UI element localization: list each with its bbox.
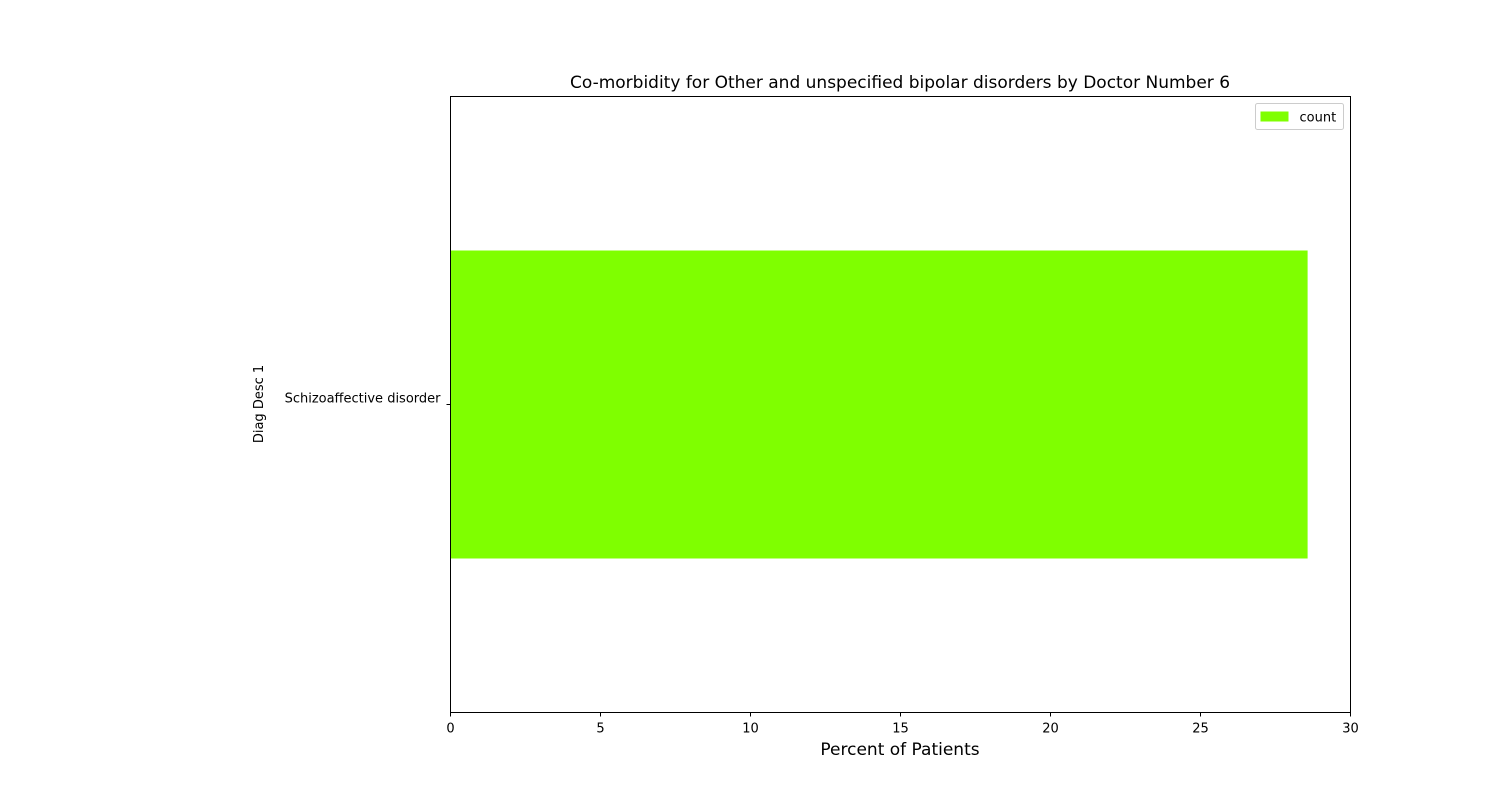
- chart-title: Co-morbidity for Other and unspecified b…: [570, 73, 1230, 93]
- y-axis-ticks: Schizoaffective disorder: [285, 392, 451, 407]
- x-tick-label: 25: [1192, 722, 1209, 737]
- y-tick-label: Schizoaffective disorder: [285, 392, 442, 407]
- bars: [450, 250, 1308, 559]
- x-tick-label: 10: [742, 722, 759, 737]
- plot-frame: [450, 96, 1351, 713]
- x-tick-label: 0: [446, 722, 454, 737]
- x-tick-label: 20: [1042, 722, 1059, 737]
- x-tick-label: 30: [1342, 722, 1359, 737]
- bar: [450, 250, 1308, 559]
- y-axis-label: Diag Desc 1: [252, 365, 267, 443]
- x-tick-label: 15: [892, 722, 909, 737]
- legend: count: [1255, 103, 1344, 130]
- legend-swatch: [1260, 111, 1289, 122]
- legend-box: [1255, 103, 1344, 130]
- x-axis-ticks: 0 5 10 15 20 25 30: [446, 712, 1359, 737]
- x-axis-label: Percent of Patients: [820, 740, 979, 760]
- legend-label: count: [1300, 111, 1337, 126]
- x-tick-label: 5: [596, 722, 604, 737]
